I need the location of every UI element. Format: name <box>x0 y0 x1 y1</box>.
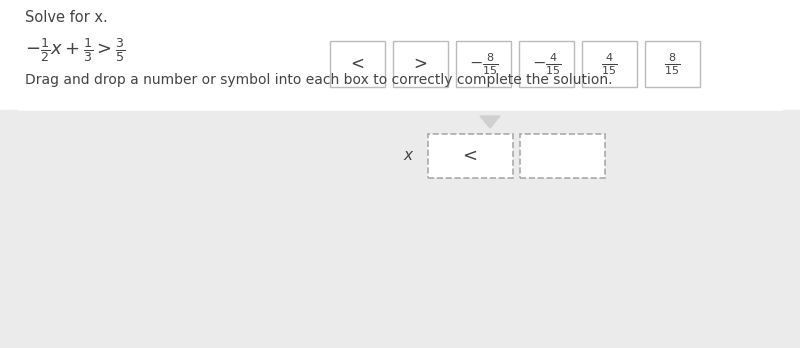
Text: >: > <box>414 55 427 73</box>
Bar <box>427 134 513 178</box>
Bar <box>393 41 448 87</box>
Text: x: x <box>403 149 413 164</box>
Bar <box>330 41 385 87</box>
Text: $-\frac{4}{15}$: $-\frac{4}{15}$ <box>532 51 562 77</box>
Text: Drag and drop a number or symbol into each box to correctly complete the solutio: Drag and drop a number or symbol into ea… <box>25 73 613 87</box>
Text: $-\frac{1}{2}x+\frac{1}{3}>\frac{3}{5}$: $-\frac{1}{2}x+\frac{1}{3}>\frac{3}{5}$ <box>25 36 126 64</box>
Text: <: < <box>462 147 478 165</box>
Text: $\frac{4}{15}$: $\frac{4}{15}$ <box>602 51 618 77</box>
Text: <: < <box>350 55 365 73</box>
Bar <box>645 41 700 87</box>
Bar <box>18 2 782 110</box>
Text: Solve for x.: Solve for x. <box>25 10 108 25</box>
Polygon shape <box>480 116 500 128</box>
Bar <box>0 110 800 348</box>
Bar <box>582 41 637 87</box>
Bar <box>519 134 605 178</box>
Bar <box>456 41 511 87</box>
Text: $-\frac{8}{15}$: $-\frac{8}{15}$ <box>469 51 498 77</box>
Bar <box>0 0 800 110</box>
Bar <box>519 41 574 87</box>
Text: $\frac{8}{15}$: $\frac{8}{15}$ <box>664 51 681 77</box>
